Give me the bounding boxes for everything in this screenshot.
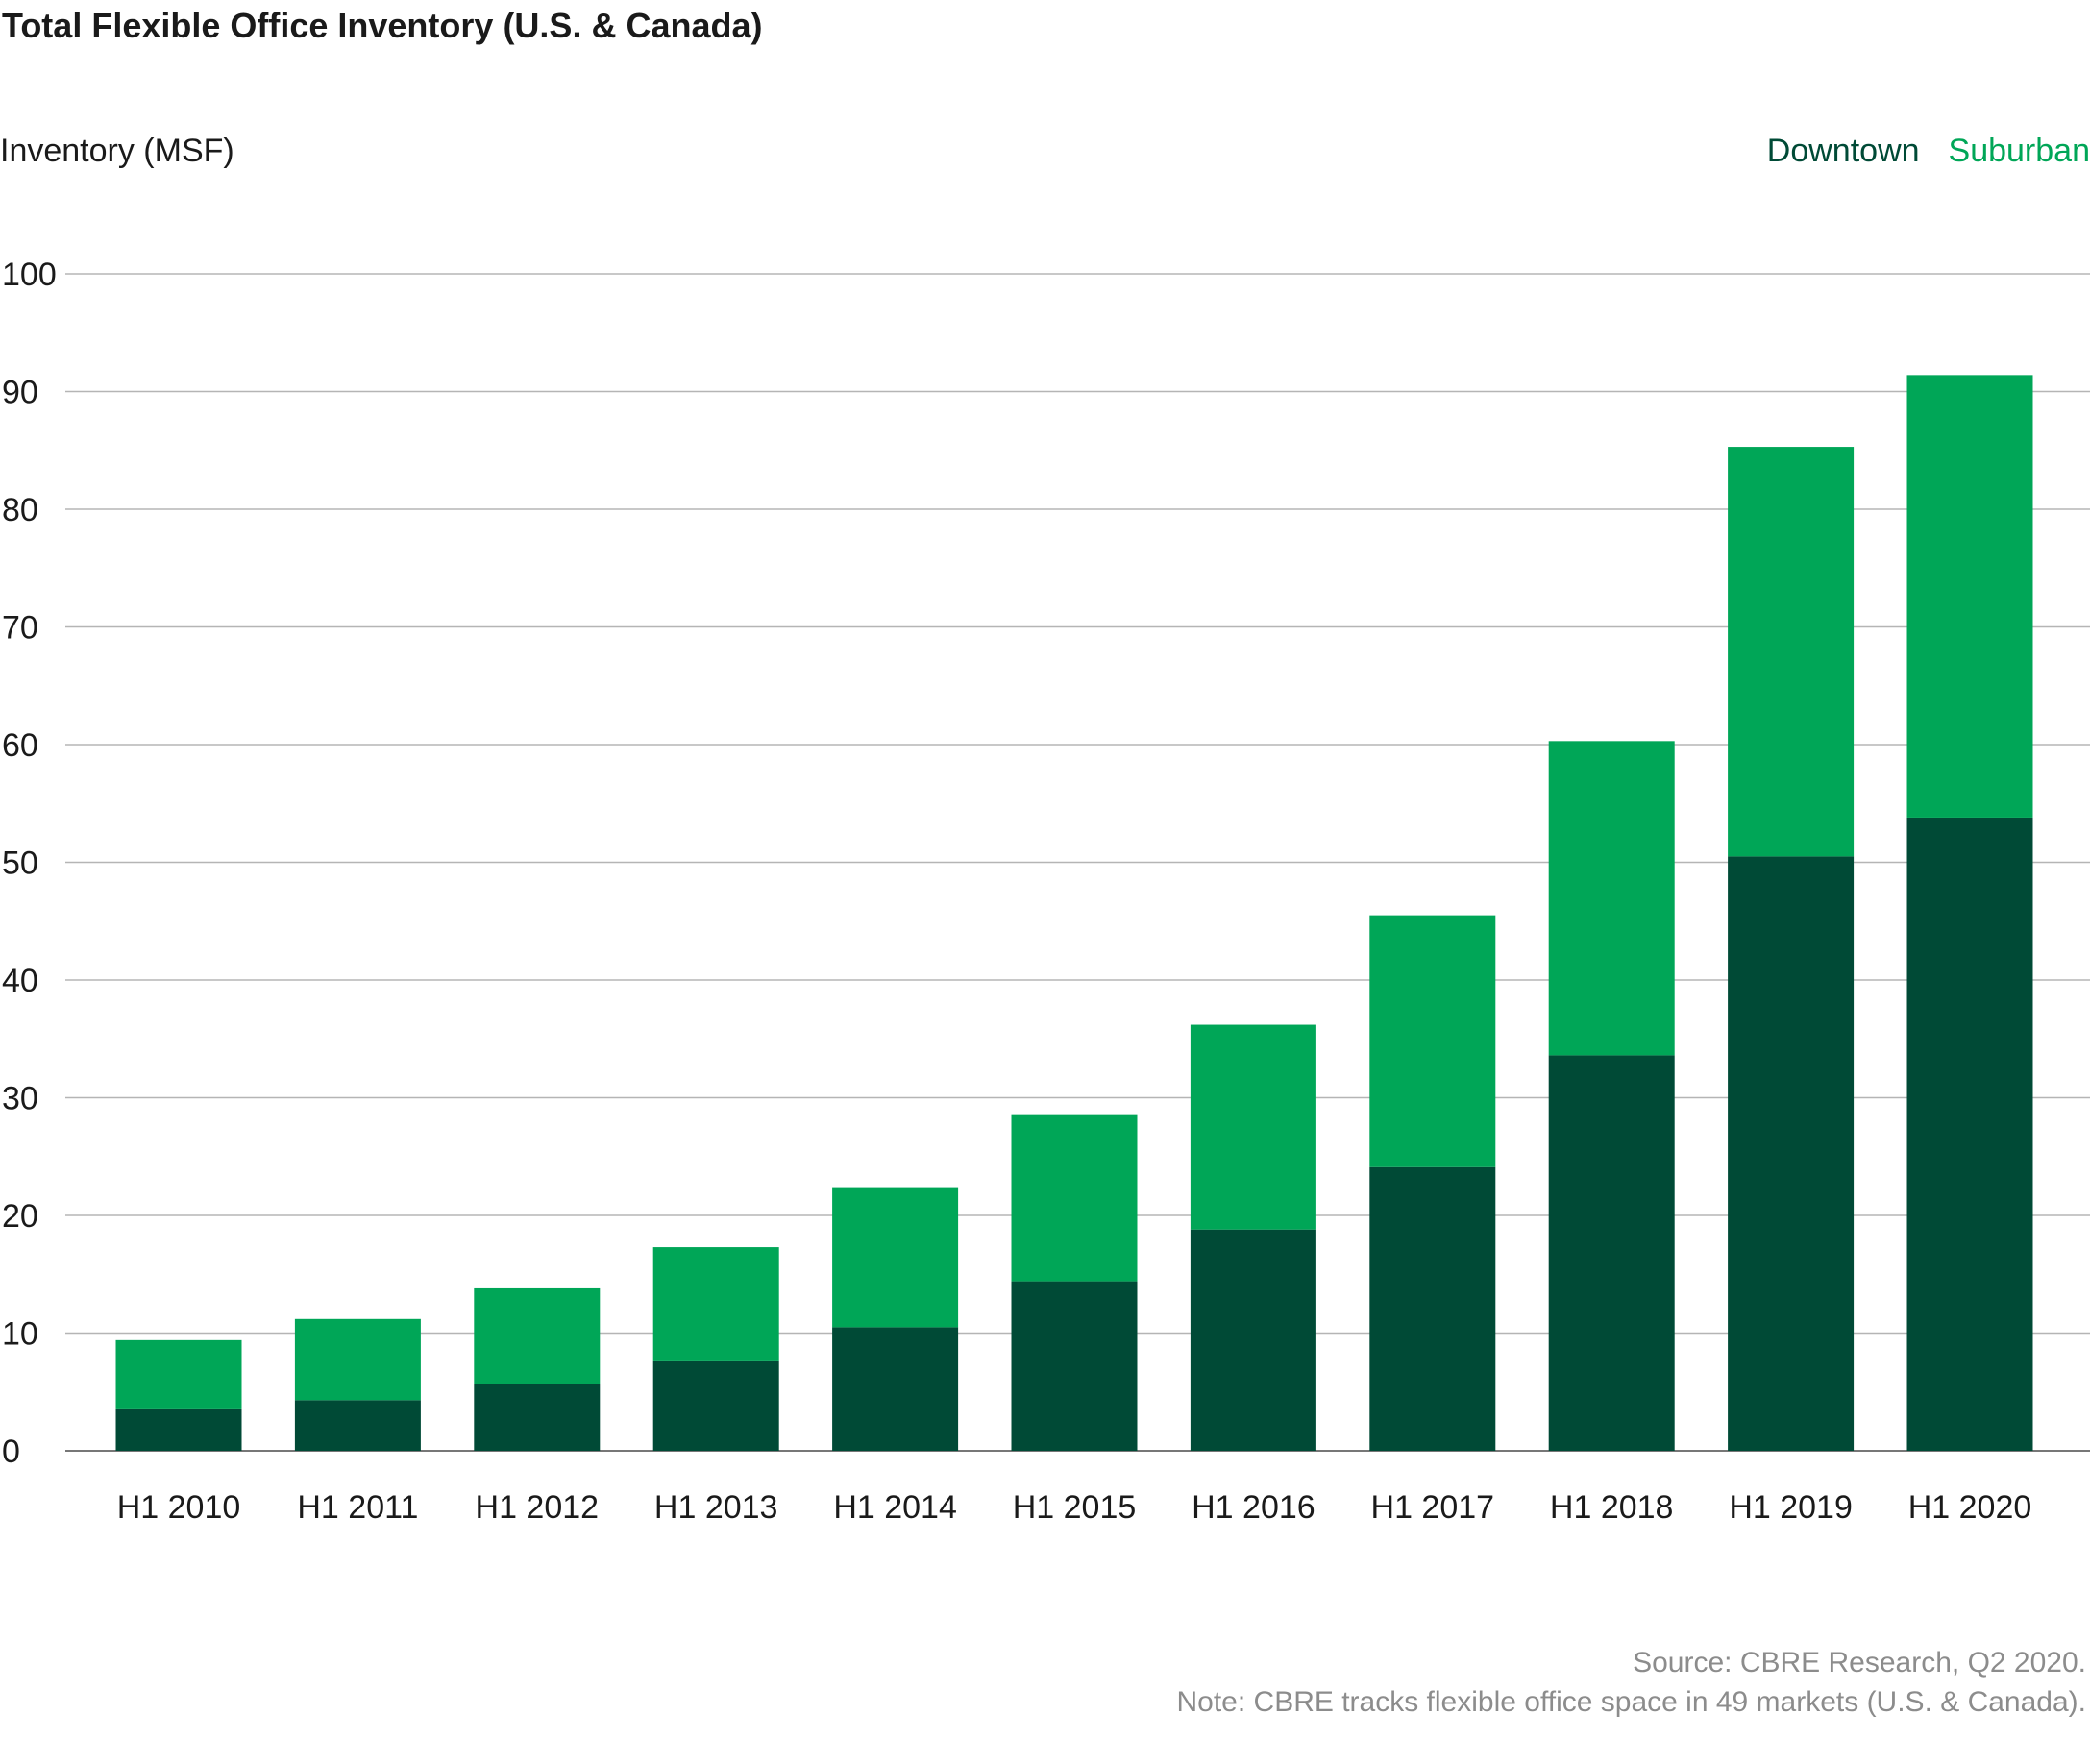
y-axis-label: Inventory (MSF): [0, 133, 234, 169]
stacked-bar-chart: 0 10 20 30 40 50 60 70 80 90 100 H1 2010 H1 2011 H1 2…: [2, 257, 2090, 1526]
y-tick-label: 70: [2, 610, 38, 647]
bar-suburban-h1-2016: [1190, 1024, 1316, 1230]
y-tick-label: 80: [2, 492, 38, 528]
coverage-note: Note: CBRE tracks flexible office space …: [1176, 1686, 2086, 1718]
y-tick-label: 30: [2, 1081, 38, 1117]
x-tick-label: H1 2011: [297, 1489, 418, 1526]
x-tick-label: H1 2013: [654, 1489, 778, 1526]
bar-suburban-h1-2015: [1011, 1114, 1138, 1282]
bar-suburban-h1-2017: [1369, 915, 1496, 1167]
bar-suburban-h1-2011: [294, 1318, 421, 1401]
bar-downtown-h1-2014: [832, 1327, 959, 1451]
x-tick-label: H1 2010: [117, 1489, 241, 1526]
x-tick-label: H1 2020: [1908, 1489, 2032, 1526]
x-tick-label: H1 2018: [1550, 1489, 1674, 1526]
bar-suburban-h1-2014: [832, 1187, 959, 1328]
bar-suburban-h1-2020: [1906, 375, 2033, 818]
source-note: Source: CBRE Research, Q2 2020.: [1633, 1647, 2086, 1678]
y-tick-label: 60: [2, 727, 38, 764]
bar-downtown-h1-2012: [474, 1384, 601, 1451]
bar-suburban-h1-2010: [115, 1339, 242, 1409]
y-tick-label: 90: [2, 375, 38, 411]
x-tick-label: H1 2014: [833, 1489, 957, 1526]
x-tick-label: H1 2016: [1192, 1489, 1315, 1526]
legend-suburban: Suburban: [1948, 133, 2090, 169]
bar-downtown-h1-2013: [652, 1360, 779, 1451]
y-tick-label: 50: [2, 845, 38, 882]
bar-downtown-h1-2020: [1906, 817, 2033, 1451]
bar-suburban-h1-2019: [1728, 447, 1855, 857]
x-tick-label: H1 2017: [1371, 1489, 1495, 1526]
x-tick-label: H1 2015: [1013, 1489, 1137, 1526]
bar-downtown-h1-2015: [1011, 1281, 1138, 1451]
bar-downtown-h1-2010: [115, 1408, 242, 1451]
bar-downtown-h1-2016: [1190, 1229, 1316, 1451]
y-tick-label: 10: [2, 1316, 38, 1353]
bar-downtown-h1-2017: [1369, 1166, 1496, 1451]
chart-footer: Source: CBRE Research, Q2 2020. Note: CB…: [1176, 1643, 2086, 1722]
y-tick-label: 20: [2, 1198, 38, 1235]
bar-downtown-h1-2019: [1728, 856, 1855, 1451]
bar-suburban-h1-2013: [652, 1247, 779, 1361]
bar-suburban-h1-2012: [474, 1287, 601, 1384]
y-tick-label: 0: [2, 1433, 20, 1470]
legend: Downtown Suburban: [1767, 133, 2090, 170]
legend-downtown: Downtown: [1766, 133, 1920, 169]
y-tick-label: 100: [2, 257, 57, 293]
chart-title: Total Flexible Office Inventory (U.S. & …: [2, 6, 763, 45]
bar-downtown-h1-2011: [294, 1400, 421, 1451]
x-tick-label: H1 2012: [476, 1489, 600, 1526]
x-tick-label: H1 2019: [1729, 1489, 1853, 1526]
bar-suburban-h1-2018: [1548, 741, 1675, 1056]
bar-downtown-h1-2018: [1548, 1055, 1675, 1451]
y-tick-label: 40: [2, 963, 38, 999]
